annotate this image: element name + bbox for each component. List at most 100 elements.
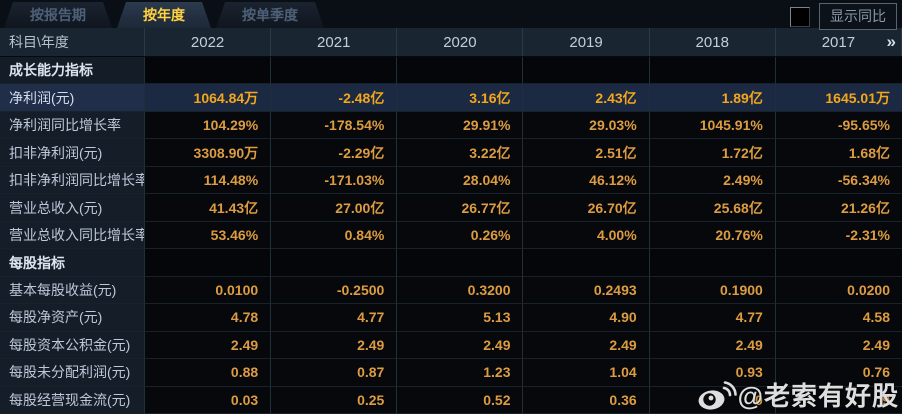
cell-value: 29.03%	[523, 111, 650, 140]
row-label: 每股未分配利润(元)	[0, 359, 145, 387]
row-label: 基本每股收益(元)	[0, 276, 145, 305]
cell-value	[523, 249, 650, 277]
period-tabs: 按报告期 按年度 按单季度	[4, 2, 329, 28]
year-header-2017: 2017 »	[776, 28, 902, 56]
cell-value: 46.12%	[523, 166, 650, 195]
cell-value: 0.2493	[523, 276, 650, 305]
row-label: 每股资本公积金(元)	[0, 331, 145, 360]
cell-value	[397, 249, 524, 277]
cell-value: -178.54%	[271, 111, 398, 140]
row-label: 每股指标	[0, 249, 145, 277]
table-row[interactable]: 营业总收入同比增长率 53.46% 0.84% 0.26% 4.00% 20.76% -2.…	[0, 221, 902, 250]
cell-value: 3308.90万	[145, 139, 272, 167]
cell-value: 3.16亿	[397, 84, 524, 112]
cell-value: 26.70亿	[523, 194, 650, 222]
cell-value: 5.13	[397, 304, 524, 332]
cell-value: 1.68亿	[775, 139, 902, 167]
row-label: 营业总收入(元)	[0, 194, 145, 222]
cell-value: 0.1900	[649, 276, 776, 305]
cell-value: 0.3200	[397, 276, 524, 305]
indicator-table: 科目\年度 2022 2021 2020 2019 2018 2017 » 成长能力指标 净利润(…	[0, 28, 902, 414]
period-tabbar: 按报告期 按年度 按单季度 显示同比	[0, 0, 902, 30]
year-header-2020: 2020	[397, 28, 524, 56]
row-label: 营业总收入同比增长率	[0, 221, 145, 250]
cell-value	[271, 249, 398, 277]
table-row[interactable]: 每股资本公积金(元) 2.49 2.49 2.49 2.49 2.49 2.49	[0, 331, 902, 360]
show-yoy-checkbox[interactable]	[790, 6, 810, 27]
row-label: 净利润(元)	[0, 84, 145, 112]
cell-value: -95.65%	[775, 111, 902, 140]
table-row[interactable]: 每股净资产(元) 4.78 4.77 5.13 4.90 4.77 4.58	[0, 304, 902, 332]
cell-value: 2.51亿	[523, 139, 650, 167]
cell-value: 0.25	[271, 386, 398, 414]
cell-value	[271, 57, 398, 85]
cell-value: 26.77亿	[397, 194, 524, 222]
cell-value: 9	[775, 386, 902, 414]
cell-value: 104.29%	[145, 111, 272, 140]
row-label: 净利润同比增长率	[0, 111, 145, 140]
more-years-icon[interactable]: »	[886, 32, 897, 51]
table-row[interactable]: 扣非净利润同比增长率 114.48% -171.03% 28.04% 46.12% 2.4…	[0, 166, 902, 195]
cell-value: 4.77	[649, 304, 776, 332]
year-label: 2018	[695, 33, 729, 51]
cell-value: 0.76	[775, 359, 902, 387]
cell-value: 2.49	[649, 331, 776, 360]
year-label: 2022	[190, 33, 225, 51]
table-row[interactable]: 每股未分配利润(元) 0.88 0.87 1.23 1.04 0.93 0.76	[0, 359, 902, 387]
cell-value	[649, 57, 776, 85]
cell-value: 2.43亿	[523, 84, 650, 112]
cell-value: -171.03%	[271, 166, 398, 195]
year-header-2021: 2021	[271, 28, 398, 56]
cell-value: 1.89亿	[649, 84, 776, 112]
table-row[interactable]: 净利润(元) 1064.84万 -2.48亿 3.16亿 2.43亿 1.89亿 1645.…	[0, 84, 902, 112]
cell-value: 2.49	[397, 331, 524, 360]
cell-value: 2.49	[145, 331, 272, 360]
cell-value	[649, 249, 776, 277]
cell-value: 1045.91%	[649, 111, 776, 140]
year-header-2022: 2022	[145, 28, 272, 56]
cell-value: 0.87	[271, 359, 398, 387]
cell-value: 0.84%	[271, 221, 398, 250]
cell-value: 0.36	[523, 386, 650, 414]
show-yoy-label[interactable]: 显示同比	[819, 3, 897, 30]
cell-value: 1.72亿	[649, 139, 776, 167]
row-label: 每股经营现金流(元)	[0, 386, 145, 414]
cell-value	[775, 57, 902, 85]
cell-value: -2.48亿	[271, 84, 398, 112]
cell-value: -2.29亿	[271, 139, 398, 167]
cell-value: 1.23	[397, 359, 524, 387]
row-label: 成长能力指标	[0, 57, 145, 85]
year-header-2018: 2018	[650, 28, 776, 56]
cell-value	[145, 249, 272, 277]
cell-value: 2.49	[271, 331, 398, 360]
year-label: 2021	[317, 33, 351, 51]
table-row[interactable]: 扣非净利润(元) 3308.90万 -2.29亿 3.22亿 2.51亿 1.72亿 1.6…	[0, 139, 902, 167]
cell-value: 4.90	[523, 304, 650, 332]
cell-value: 114.48%	[145, 166, 272, 195]
cell-value: 0	[649, 386, 776, 414]
cell-value	[397, 57, 524, 85]
cell-value: 3.22亿	[397, 139, 524, 167]
cell-value: 20.76%	[649, 221, 776, 250]
cell-value: 0.52	[397, 386, 524, 414]
row-label: 扣非净利润同比增长率	[0, 166, 145, 195]
cell-value: -56.34%	[775, 166, 902, 195]
section-row: 每股指标	[0, 249, 902, 277]
cell-value: 28.04%	[397, 166, 524, 195]
table-row[interactable]: 营业总收入(元) 41.43亿 27.00亿 26.77亿 26.70亿 25.68亿 21…	[0, 194, 902, 222]
tab-by-year[interactable]: 按年度	[117, 2, 211, 28]
table-row[interactable]: 净利润同比增长率 104.29% -178.54% 29.91% 29.03% 1045.…	[0, 111, 902, 140]
cell-value: 4.00%	[523, 221, 650, 250]
tab-by-quarter[interactable]: 按单季度	[216, 2, 324, 28]
table-row[interactable]: 基本每股收益(元) 0.0100 -0.2500 0.3200 0.2493 0.1900…	[0, 276, 902, 305]
tab-by-report-period[interactable]: 按报告期	[4, 2, 112, 28]
year-label: 2019	[569, 33, 603, 51]
cell-value: 2.49%	[649, 166, 776, 195]
cell-value: 4.77	[271, 304, 398, 332]
table-row[interactable]: 每股经营现金流(元) 0.03 0.25 0.52 0.36 0 9	[0, 386, 902, 414]
cell-value	[145, 57, 272, 85]
cell-value: 27.00亿	[271, 194, 398, 222]
section-row: 成长能力指标	[0, 57, 902, 85]
year-header-2019: 2019	[523, 28, 650, 56]
cell-value: 1645.01万	[775, 84, 902, 112]
